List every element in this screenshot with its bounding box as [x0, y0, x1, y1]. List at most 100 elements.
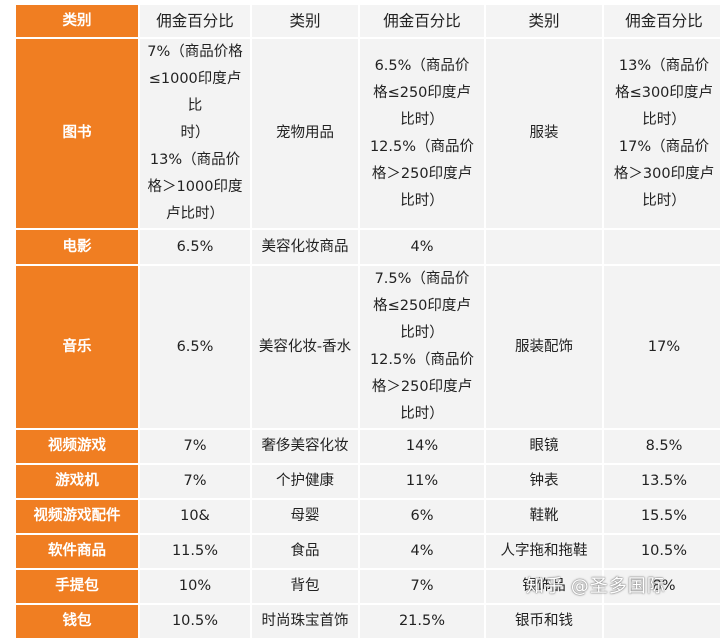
commission-text-line: 比时） — [642, 111, 686, 128]
commission-table: 类别 佣金百分比 类别 佣金百分比 类别 佣金百分比 图书 7%（商品价格 ≤100… — [14, 3, 720, 640]
commission-cell: 7% — [140, 465, 250, 498]
commission-text-line: 比时） — [400, 111, 444, 128]
commission-cell: 6.5%（商品价 格≤250印度卢 比时） 12.5%（商品价 格＞250印度卢 比时） — [360, 39, 484, 228]
table-row: 钱包 10.5% 时尚珠宝首饰 21.5% 银币和钱 — [16, 605, 720, 638]
category-cell: 视频游戏 — [16, 430, 138, 463]
commission-text-line: 6.5%（商品价 — [374, 57, 470, 74]
table-row: 图书 7%（商品价格 ≤1000印度卢比 时） 13%（商品价 格＞1000印度 卢比时） 宠… — [16, 39, 720, 228]
category-cell: 鞋靴 — [486, 500, 602, 533]
category-cell: 美容化妆-香水 — [252, 266, 358, 428]
category-cell: 视频游戏配件 — [16, 500, 138, 533]
category-cell — [486, 230, 602, 264]
commission-text-line: 13%（商品价 — [149, 152, 241, 168]
category-cell: 食品 — [252, 535, 358, 568]
commission-text-line: 6.5% — [176, 338, 214, 355]
commission-text-line: 7.5%（商品价 — [374, 271, 470, 287]
header-category-1: 类别 — [16, 5, 138, 37]
header-percentage-1: 佣金百分比 — [140, 5, 250, 37]
commission-text-line: 比时） — [642, 192, 686, 209]
commission-text-line: 17%（商品价 — [618, 138, 710, 155]
commission-cell: 8.5% — [604, 430, 720, 463]
category-cell: 奢侈美容化妆 — [252, 430, 358, 463]
category-cell: 眼镜 — [486, 430, 602, 463]
category-cell: 游戏机 — [16, 465, 138, 498]
commission-text-line: 比时） — [400, 192, 444, 209]
table-row: 电影 6.5% 美容化妆商品 4% — [16, 230, 720, 264]
commission-cell: 17% — [604, 266, 720, 428]
commission-text-line: 10.5% — [171, 613, 219, 629]
table-row: 视频游戏 7% 奢侈美容化妆 14% 眼镜 8.5% — [16, 430, 720, 463]
commission-text-line: 格≤250印度卢 — [373, 84, 471, 101]
commission-cell: 7% — [360, 570, 484, 603]
table-row: 软件商品 11.5% 食品 4% 人字拖和拖鞋 10.5% — [16, 535, 720, 568]
commission-cell — [604, 605, 720, 638]
commission-cell: 7.5%（商品价 格≤250印度卢 比时） 12.5%（商品价 格＞250印度卢 比时） — [360, 266, 484, 428]
category-cell: 钱包 — [16, 605, 138, 638]
commission-text-line: 卢比时） — [166, 206, 224, 222]
watermark: 知乎 @圣多国际 — [526, 576, 666, 597]
commission-text-line: 格＞1000印度 — [147, 179, 243, 195]
commission-text-line: 4% — [410, 238, 434, 255]
commission-text-line: 比时） — [400, 406, 444, 422]
commission-text-line: 格≤250印度卢 — [373, 298, 471, 314]
commission-text-line: 10.5% — [640, 543, 688, 559]
commission-text-line: 13.5% — [640, 473, 688, 489]
table-row: 游戏机 7% 个护健康 11% 钟表 13.5% — [16, 465, 720, 498]
category-cell: 时尚珠宝首饰 — [252, 605, 358, 638]
header-category-2: 类别 — [252, 5, 358, 37]
commission-cell: 4% — [360, 230, 484, 264]
commission-cell: 7%（商品价格 ≤1000印度卢比时） 13%（商品价 格＞1000印度 卢比时） — [140, 39, 250, 228]
category-cell: 手提包 — [16, 570, 138, 603]
commission-text-line: 6% — [410, 508, 434, 524]
header-row: 类别 佣金百分比 类别 佣金百分比 类别 佣金百分比 — [16, 5, 720, 37]
commission-cell: 10.5% — [604, 535, 720, 568]
category-cell: 图书 — [16, 39, 138, 228]
commission-text-line: 8.5% — [645, 438, 683, 454]
category-cell: 背包 — [252, 570, 358, 603]
commission-text-line: 格＞250印度卢 — [371, 165, 473, 182]
commission-cell: 11.5% — [140, 535, 250, 568]
table-row: 音乐 6.5% 美容化妆-香水 7.5%（商品价 格≤250印度卢 比时） 12.5%（商品… — [16, 266, 720, 428]
category-cell: 宠物用品 — [252, 39, 358, 228]
category-cell: 软件商品 — [16, 535, 138, 568]
table-row: 手提包 10% 背包 7% 银饰品 8% — [16, 570, 720, 603]
commission-text-line: 比时） — [400, 325, 444, 341]
commission-cell: 21.5% — [360, 605, 484, 638]
commission-cell: 15.5% — [604, 500, 720, 533]
category-cell: 服装配饰 — [486, 266, 602, 428]
commission-text-line: 6.5% — [176, 238, 214, 255]
commission-cell: 13.5% — [604, 465, 720, 498]
commission-cell: 10.5% — [140, 605, 250, 638]
commission-text-line: 12.5%（商品价 — [369, 352, 475, 368]
commission-text-line: 21.5% — [398, 613, 446, 629]
commission-cell: 6.5% — [140, 266, 250, 428]
category-cell: 美容化妆商品 — [252, 230, 358, 264]
commission-cell: 11% — [360, 465, 484, 498]
commission-text-line: 时） — [180, 125, 210, 141]
commission-text-line: 7%（商品价格 — [147, 44, 243, 60]
category-cell: 银饰品 — [486, 570, 602, 603]
category-cell: 母婴 — [252, 500, 358, 533]
category-cell: 人字拖和拖鞋 — [486, 535, 602, 568]
category-cell: 电影 — [16, 230, 138, 264]
commission-text-line: 4% — [410, 543, 434, 559]
table-body: 图书 7%（商品价格 ≤1000印度卢比 时） 13%（商品价 格＞1000印度 卢比时） 宠… — [16, 39, 720, 638]
commission-text-line: 10& — [180, 508, 210, 524]
commission-text-line: 7% — [183, 473, 207, 489]
commission-text-line: 8% — [652, 578, 676, 594]
category-cell: 钟表 — [486, 465, 602, 498]
category-cell: 音乐 — [16, 266, 138, 428]
header-percentage-2: 佣金百分比 — [360, 5, 484, 37]
commission-text-line: ≤1000印度卢比 — [148, 71, 242, 114]
commission-text-line: 7% — [410, 578, 434, 594]
commission-cell — [604, 230, 720, 264]
commission-text-line: 12.5%（商品价 — [369, 138, 475, 155]
commission-text-line: 格≤300印度卢 — [615, 84, 713, 101]
commission-text-line: 13%（商品价 — [618, 57, 710, 74]
commission-text-line: 15.5% — [640, 508, 688, 524]
commission-cell: 10% — [140, 570, 250, 603]
category-cell: 个护健康 — [252, 465, 358, 498]
category-cell: 银币和钱 — [486, 605, 602, 638]
category-cell: 服装 — [486, 39, 602, 228]
commission-cell: 13%（商品价 格≤300印度卢 比时） 17%（商品价 格＞300印度卢 比时） — [604, 39, 720, 228]
